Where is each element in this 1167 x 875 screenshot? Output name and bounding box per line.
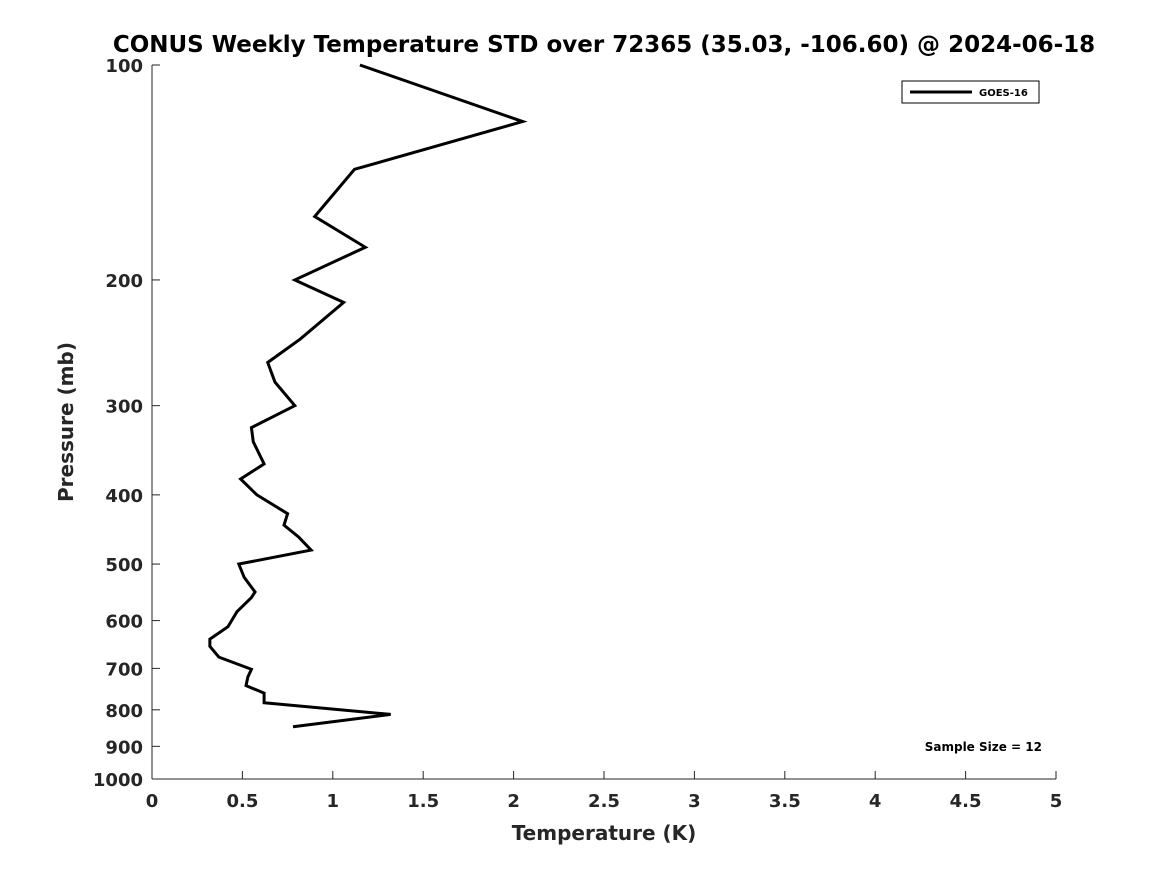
- y-tick-label: 600: [105, 612, 143, 633]
- x-tick-label: 1: [327, 791, 340, 812]
- x-tick-label: 2.5: [588, 791, 620, 812]
- x-tick-label: 2: [507, 791, 520, 812]
- y-tick-label: 500: [105, 555, 143, 576]
- y-tick-label: 200: [105, 271, 143, 292]
- y-tick-label: 400: [105, 486, 143, 507]
- x-tick-label: 4.5: [950, 791, 982, 812]
- x-tick-label: 3.5: [769, 791, 801, 812]
- sample-size-annotation: Sample Size = 12: [925, 740, 1042, 754]
- y-tick-label: 700: [105, 659, 143, 680]
- x-tick-label: 3: [688, 791, 701, 812]
- y-axis-ticks: 100 200 300 400 500 600 700 800 900 1000: [93, 56, 160, 791]
- legend: GOES-16: [901, 80, 1040, 104]
- y-tick-label: 800: [105, 701, 143, 722]
- series-line-goes-16: [208, 63, 528, 729]
- y-tick-label: 100: [105, 56, 143, 77]
- x-tick-label: 1.5: [407, 791, 439, 812]
- x-tick-label: 5: [1050, 791, 1063, 812]
- x-tick-label: 0.5: [226, 791, 258, 812]
- series-layer: [208, 63, 528, 729]
- x-tick-label: 4: [869, 791, 882, 812]
- y-tick-label: 1000: [93, 770, 143, 791]
- x-axis-label: Temperature (K): [512, 821, 697, 845]
- chart-title: CONUS Weekly Temperature STD over 72365 …: [113, 32, 1095, 58]
- y-tick-label: 300: [105, 397, 143, 418]
- x-tick-label: 0: [146, 791, 159, 812]
- plot-area: [151, 65, 1056, 780]
- y-axis-label: Pressure (mb): [54, 342, 78, 502]
- legend-label-goes-16: GOES-16: [979, 88, 1028, 99]
- y-tick-label: 900: [105, 737, 143, 758]
- x-axis-ticks: 0 0.5 1 1.5 2 2.5 3 3.5 4 4.5 5: [146, 771, 1063, 812]
